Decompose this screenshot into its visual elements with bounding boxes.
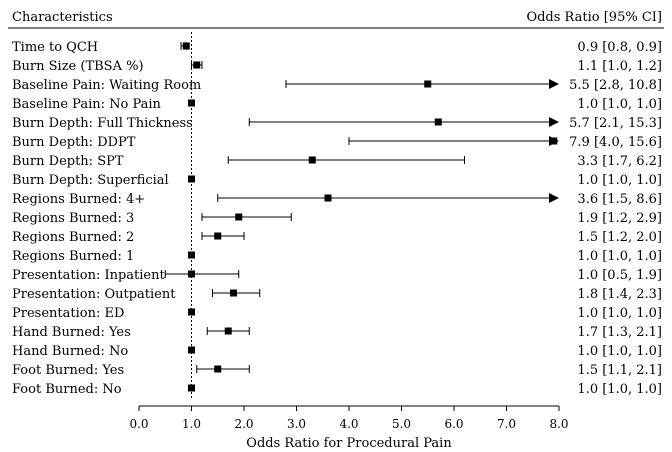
- row-label: Foot Burned: No: [12, 382, 122, 397]
- point-estimate: [214, 232, 222, 240]
- row-label: Hand Burned: Yes: [12, 325, 131, 340]
- point-estimate: [224, 327, 232, 335]
- row-label: Regions Burned: 3: [12, 211, 134, 226]
- row-estimate-ci: 7.9 [4.0, 15.6]: [569, 135, 662, 150]
- row-estimate-ci: 1.0 [1.0, 1.0]: [577, 249, 662, 264]
- forest-row: Burn Depth: Full Thickness 5.7 [2.1, 15.3…: [12, 116, 662, 131]
- forest-row: Foot Burned: No 1.0 [1.0, 1.0]: [12, 382, 662, 397]
- ci-overflow-arrow: [549, 117, 559, 127]
- row-label: Regions Burned: 1: [12, 249, 134, 264]
- x-tick-label: 1.0: [182, 417, 201, 431]
- row-estimate-ci: 1.0 [0.5, 1.9]: [577, 268, 662, 283]
- point-estimate: [550, 137, 558, 145]
- row-estimate-ci: 1.9 [1.2, 2.9]: [577, 211, 662, 226]
- row-label: Regions Burned: 2: [12, 230, 134, 245]
- row-estimate-ci: 1.0 [1.0, 1.0]: [577, 173, 662, 188]
- x-tick-label: 3.0: [287, 417, 306, 431]
- row-label: Burn Depth: Superficial: [12, 173, 169, 188]
- forest-row: Regions Burned: 2 1.5 [1.2, 2.0]: [12, 230, 662, 245]
- forest-row: Hand Burned: Yes 1.7 [1.3, 2.1]: [12, 325, 662, 340]
- row-estimate-ci: 1.5 [1.2, 2.0]: [577, 230, 662, 245]
- forest-row: Hand Burned: No 1.0 [1.0, 1.0]: [12, 344, 662, 359]
- point-estimate: [182, 42, 190, 50]
- ci-overflow-arrow: [549, 193, 559, 203]
- forest-row: Baseline Pain: Waiting Room 5.5 [2.8, 10.…: [12, 78, 662, 93]
- forest-row: Burn Size (TBSA %) 1.1 [1.0, 1.2]: [12, 59, 662, 74]
- point-estimate: [424, 80, 432, 88]
- x-tick-label: 6.0: [444, 417, 463, 431]
- forest-row: Presentation: Outpatient 1.8 [1.4, 2.3]: [12, 287, 662, 302]
- row-label: Presentation: Outpatient: [12, 287, 176, 302]
- row-label: Time to QCH: [12, 40, 98, 55]
- point-estimate: [188, 251, 195, 259]
- point-estimate: [193, 61, 201, 69]
- x-axis-ticks: 0.0 1.0 2.0 3.0 4.0 5.0 6.0 7.0 8.0: [129, 406, 569, 431]
- row-estimate-ci: 1.7 [1.3, 2.1]: [577, 325, 662, 340]
- row-label: Burn Size (TBSA %): [12, 59, 144, 74]
- row-label: Burn Depth: SPT: [12, 154, 124, 169]
- point-estimate: [214, 365, 222, 373]
- row-estimate-ci: 1.0 [1.0, 1.0]: [577, 97, 662, 112]
- row-label: Presentation: ED: [12, 306, 124, 321]
- x-axis-label: Odds Ratio for Procedural Pain: [246, 436, 452, 451]
- row-estimate-ci: 1.1 [1.0, 1.2]: [577, 59, 662, 74]
- row-estimate-ci: 1.5 [1.1, 2.1]: [577, 363, 662, 378]
- point-estimate: [308, 156, 316, 164]
- header-characteristics: Characteristics: [12, 10, 113, 25]
- x-tick-label: 7.0: [497, 417, 516, 431]
- forest-row: Regions Burned: 3 1.9 [1.2, 2.9]: [12, 211, 662, 226]
- point-estimate: [230, 289, 237, 297]
- forest-row: Burn Depth: DDPT 7.9 [4.0, 15.6]: [12, 135, 662, 150]
- row-estimate-ci: 3.6 [1.5, 8.6]: [577, 192, 662, 207]
- forest-rows: Time to QCH 0.9 [0.8, 0.9] Burn Size (TBSA…: [12, 40, 662, 397]
- forest-row: Burn Depth: SPT 3.3 [1.7, 6.2]: [12, 154, 662, 169]
- forest-row: Presentation: Inpatient 1.0 [0.5, 1.9]: [12, 268, 662, 283]
- forest-row: Foot Burned: Yes 1.5 [1.1, 2.1]: [12, 363, 662, 378]
- row-estimate-ci: 1.8 [1.4, 2.3]: [577, 287, 662, 302]
- point-estimate: [324, 194, 332, 202]
- point-estimate: [434, 118, 442, 126]
- row-estimate-ci: 3.3 [1.7, 6.2]: [577, 154, 662, 169]
- ci-overflow-arrow: [549, 79, 559, 89]
- row-estimate-ci: 0.9 [0.8, 0.9]: [577, 40, 662, 55]
- forest-row: Regions Burned: 1 1.0 [1.0, 1.0]: [12, 249, 662, 264]
- x-tick-label: 5.0: [392, 417, 411, 431]
- point-estimate: [188, 99, 195, 107]
- row-estimate-ci: 1.0 [1.0, 1.0]: [577, 382, 662, 397]
- header-odds-ratio-ci: Odds Ratio [95% CI]: [526, 10, 662, 25]
- row-label: Burn Depth: Full Thickness: [12, 116, 193, 131]
- x-tick-label: 4.0: [339, 417, 358, 431]
- x-tick-label: 8.0: [549, 417, 568, 431]
- point-estimate: [188, 175, 195, 183]
- row-label: Burn Depth: DDPT: [12, 135, 136, 150]
- x-tick-label: 2.0: [234, 417, 253, 431]
- forest-row: Time to QCH 0.9 [0.8, 0.9]: [12, 40, 662, 55]
- point-estimate: [235, 213, 243, 221]
- row-estimate-ci: 1.0 [1.0, 1.0]: [577, 344, 662, 359]
- forest-row: Burn Depth: Superficial 1.0 [1.0, 1.0]: [12, 173, 662, 188]
- x-tick-label: 0.0: [129, 417, 148, 431]
- forest-row: Baseline Pain: No Pain 1.0 [1.0, 1.0]: [12, 97, 662, 112]
- row-label: Presentation: Inpatient: [12, 268, 165, 283]
- row-estimate-ci: 5.5 [2.8, 10.8]: [569, 78, 662, 93]
- forest-row: Presentation: ED 1.0 [1.0, 1.0]: [12, 306, 662, 321]
- row-label: Baseline Pain: No Pain: [12, 97, 162, 112]
- row-estimate-ci: 1.0 [1.0, 1.0]: [577, 306, 662, 321]
- row-label: Hand Burned: No: [12, 344, 128, 359]
- row-label: Baseline Pain: Waiting Room: [12, 78, 201, 93]
- forest-row: Regions Burned: 4+ 3.6 [1.5, 8.6]: [12, 192, 662, 207]
- row-label: Foot Burned: Yes: [12, 363, 124, 378]
- row-label: Regions Burned: 4+: [12, 192, 145, 207]
- row-estimate-ci: 5.7 [2.1, 15.3]: [569, 116, 662, 131]
